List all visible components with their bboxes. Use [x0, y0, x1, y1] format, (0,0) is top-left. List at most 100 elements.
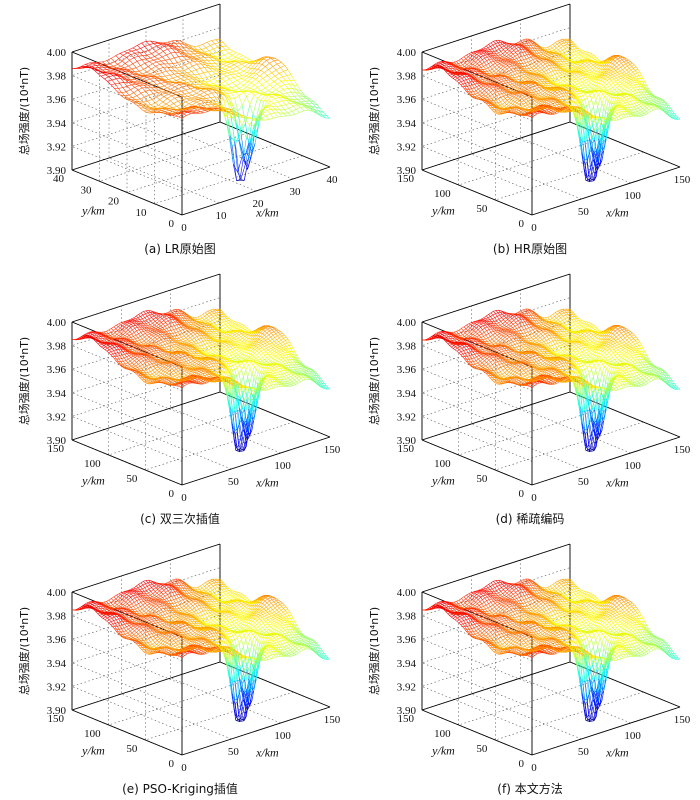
mesh-line — [98, 73, 102, 74]
mesh-line — [183, 112, 187, 114]
mesh-line — [187, 72, 191, 73]
mesh-line — [281, 105, 285, 106]
mesh-line — [172, 95, 176, 96]
mesh-line — [235, 62, 238, 63]
y-tick-label: 10 — [136, 207, 148, 219]
mesh-line — [150, 57, 154, 59]
mesh-line — [156, 97, 159, 100]
mesh-line — [240, 80, 244, 83]
mesh-line — [234, 63, 238, 65]
mesh-line — [509, 53, 512, 55]
mesh-line — [517, 53, 520, 54]
mesh-line — [128, 51, 132, 53]
mesh-line — [223, 63, 227, 65]
mesh-line — [477, 53, 480, 55]
mesh-line — [545, 47, 548, 48]
mesh-line — [215, 73, 219, 74]
mesh-line — [209, 49, 213, 51]
mesh-line — [172, 40, 176, 41]
mesh-line — [148, 109, 152, 110]
mesh-line — [126, 90, 130, 92]
mesh-line — [139, 71, 142, 74]
mesh-line — [209, 51, 212, 54]
mesh-line — [573, 55, 575, 56]
mesh-line — [205, 57, 208, 60]
mesh-line — [151, 54, 154, 57]
mesh-line — [265, 88, 268, 91]
mesh-line — [191, 113, 195, 114]
mesh-line — [145, 62, 149, 64]
mesh-line — [267, 101, 270, 102]
mesh-line — [268, 107, 271, 109]
mesh-line — [269, 82, 273, 85]
mesh-line — [165, 110, 169, 111]
mesh-line — [144, 52, 147, 55]
mesh-line — [208, 71, 212, 72]
mesh-line — [172, 112, 175, 113]
mesh-line — [144, 69, 147, 72]
mesh-line — [465, 61, 468, 63]
mesh-line — [142, 41, 146, 43]
mesh-line — [579, 56, 582, 58]
mesh-line — [197, 109, 201, 110]
mesh-line — [233, 83, 236, 86]
mesh-line — [482, 62, 485, 64]
mesh-line — [243, 55, 246, 57]
mesh-line — [167, 53, 171, 55]
mesh-line — [245, 59, 249, 60]
mesh-line — [560, 50, 562, 51]
mesh-line — [480, 60, 482, 62]
mesh-line — [220, 55, 224, 56]
mesh-line — [156, 66, 159, 69]
axes-box — [72, 4, 330, 215]
mesh-line — [279, 71, 283, 73]
mesh-line — [267, 110, 270, 114]
mesh-line — [177, 104, 181, 106]
mesh-line — [494, 40, 497, 41]
x-tick-label: 40 — [327, 174, 339, 186]
mesh-line — [250, 120, 253, 125]
mesh-line — [151, 103, 155, 105]
mesh-line — [163, 51, 166, 55]
mesh-line — [158, 110, 161, 111]
mesh-line — [233, 81, 237, 83]
mesh-line — [171, 52, 175, 53]
mesh-line — [505, 53, 508, 55]
mesh-line — [201, 110, 205, 111]
mesh-line — [186, 100, 190, 102]
mesh-line — [269, 85, 272, 88]
mesh-line — [190, 109, 194, 110]
mesh-line — [444, 65, 447, 66]
mesh-line — [301, 101, 305, 102]
mesh-line — [224, 71, 228, 72]
mesh-line — [164, 46, 167, 49]
mesh-line — [278, 77, 282, 79]
mesh-line — [156, 48, 160, 51]
mesh-line — [184, 70, 187, 72]
mesh-line — [242, 90, 245, 91]
mesh-line — [110, 71, 113, 72]
mesh-line — [194, 109, 197, 111]
mesh-line — [191, 98, 194, 99]
mesh-line — [138, 56, 142, 57]
mesh-line — [278, 79, 281, 82]
mesh-line — [179, 85, 182, 87]
mesh-line — [177, 61, 181, 63]
mesh-line — [492, 48, 494, 49]
mesh-line — [516, 47, 519, 48]
mesh-line — [146, 41, 149, 44]
mesh-line — [169, 110, 172, 111]
mesh-line — [481, 53, 484, 54]
mesh-line — [578, 52, 581, 53]
mesh-line — [212, 60, 215, 63]
mesh-line — [245, 80, 248, 81]
mesh-line — [106, 64, 110, 65]
z-tick-label: 3.98 — [47, 71, 67, 83]
mesh-line — [129, 95, 132, 98]
mesh-line — [189, 101, 193, 104]
mesh-line — [541, 54, 544, 55]
mesh-line — [521, 60, 524, 61]
mesh-line — [239, 92, 243, 95]
mesh-line — [136, 99, 140, 100]
mesh-line — [236, 92, 239, 95]
